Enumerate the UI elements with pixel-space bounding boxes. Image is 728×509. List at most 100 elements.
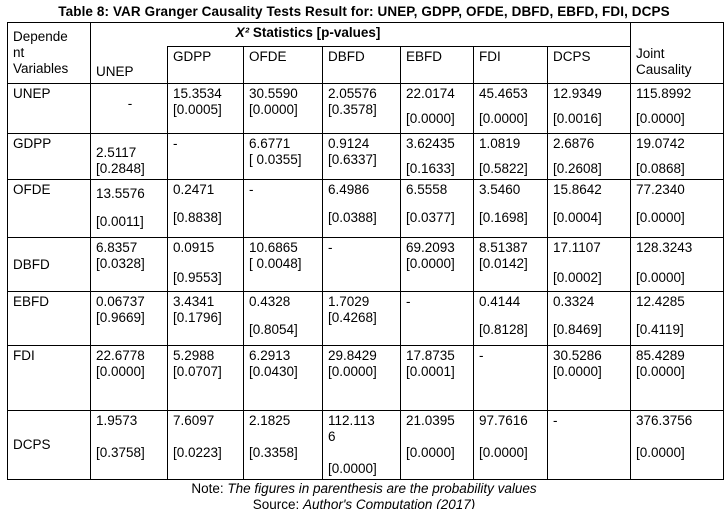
statistic-value: 6.4986 bbox=[328, 182, 370, 197]
statistic-value: 12.9349 bbox=[553, 86, 602, 101]
p-value: [0.0328] bbox=[96, 256, 145, 271]
statistic-value: 17.1107 bbox=[553, 240, 601, 255]
column-header-dbfd: DBFD bbox=[322, 46, 401, 84]
statistic-value: 85.4289 bbox=[636, 348, 685, 363]
statistic-value: 2.1825 bbox=[249, 413, 291, 428]
cell-dcps-dcps: - bbox=[547, 410, 631, 480]
column-header-ofde: OFDE bbox=[243, 46, 323, 84]
p-value: [ 0.0048] bbox=[249, 256, 302, 271]
statistic-value: 45.4653 bbox=[479, 86, 528, 101]
cell-unep-ofde: 30.5590 [0.0000] bbox=[243, 83, 323, 134]
cell-unep-gdpp: 15.3534 [0.0005] bbox=[167, 83, 244, 134]
p-value: [0.1698] bbox=[479, 210, 528, 225]
p-value: [0.2848] bbox=[96, 161, 145, 176]
p-value: [0.6337] bbox=[328, 152, 377, 167]
statistic-value: 6.2913 bbox=[249, 348, 291, 363]
cell-ofde-dbfd: 6.4986 [0.0388] bbox=[322, 179, 401, 238]
cell-ofde-dcps: 15.8642 [0.0004] bbox=[547, 179, 631, 238]
cell-gdpp-joint: 19.0742 [0.0868] bbox=[630, 133, 724, 180]
p-value: [0.0000] bbox=[328, 364, 377, 379]
statistic-value: 15.3534 bbox=[173, 86, 222, 101]
statistic-value: 0.3324 bbox=[553, 294, 595, 309]
p-value: [0.0002] bbox=[553, 270, 602, 285]
p-value: [0.3758] bbox=[96, 445, 145, 460]
cell-ebfd-joint: 12.4285 [0.4119] bbox=[630, 291, 724, 346]
p-value: [0.0707] bbox=[173, 364, 222, 379]
statistic-value: 69.2093 bbox=[406, 240, 455, 255]
statistic-value: 6.8357 bbox=[96, 240, 138, 255]
p-value: [0.8054] bbox=[249, 322, 298, 337]
table-row-ebfd: EBFD 0.06737 [0.9669] 3.4341 [0.1796] 0.4328[… bbox=[7, 291, 724, 346]
cell-dbfd-joint: 128.3243 [0.0000] bbox=[630, 237, 724, 292]
cell-ofde-unep: 13.5576 [0.0011] bbox=[90, 179, 168, 238]
statistic-value: 0.2471 bbox=[173, 182, 215, 197]
statistic-value: 0.0915 bbox=[173, 240, 215, 255]
p-value: [0.0000] bbox=[636, 364, 685, 379]
cell-fdi-unep: 22.6778 [0.0000] bbox=[90, 345, 168, 411]
p-value: [0.0000] bbox=[553, 364, 602, 379]
statistic-value: - bbox=[249, 182, 254, 197]
header-row-1: Depende nt Variables X² Statistics [p-va… bbox=[7, 22, 724, 84]
cell-gdpp-gdpp: - bbox=[167, 133, 244, 180]
cell-unep-joint: 115.8992 [0.0000] bbox=[630, 83, 724, 134]
cell-ebfd-gdpp: 3.4341 [0.1796] bbox=[167, 291, 244, 346]
table-notes: Note: The figures in parenthesis are the… bbox=[0, 481, 728, 509]
column-header-gdpp: GDPP bbox=[167, 46, 244, 84]
source-line: Source: Author's Computation (2017) bbox=[0, 497, 728, 509]
p-value: [0.0005] bbox=[173, 102, 222, 117]
cell-ebfd-dcps: 0.3324 [0.8469] bbox=[547, 291, 631, 346]
cell-dbfd-dbfd: - bbox=[322, 237, 401, 292]
source-text: Author's Computation (2017) bbox=[303, 497, 476, 509]
cell-unep-unep: - bbox=[90, 83, 168, 134]
cell-gdpp-dcps: 2.6876 [0.2608] bbox=[547, 133, 631, 180]
p-value: [0.8128] bbox=[479, 322, 528, 337]
p-value: [0.0000] bbox=[479, 445, 528, 460]
statistic-value: 77.2340 bbox=[636, 182, 685, 197]
cell-gdpp-unep: 2.5117 [0.2848] bbox=[90, 133, 168, 180]
p-value: [0.0000] bbox=[96, 364, 145, 379]
statistic-value: 6.5558 bbox=[406, 182, 448, 197]
p-value: [0.1796] bbox=[173, 310, 222, 325]
x2-symbol: X² bbox=[235, 25, 250, 40]
statistic-value: 10.6865 bbox=[249, 240, 298, 255]
cell-unep-ebfd: 22.0174 [0.0000] bbox=[400, 83, 474, 134]
statistic-value: 29.8429 bbox=[328, 348, 377, 363]
cell-gdpp-ebfd: 3.62435 [0.1633] bbox=[400, 133, 474, 180]
column-header-dcps: DCPS bbox=[547, 46, 631, 84]
statistic-value: 0.4144 bbox=[479, 294, 521, 309]
statistic-value: 0.06737 bbox=[96, 294, 145, 309]
cell-fdi-dbfd: 29.8429 [0.0000] bbox=[322, 345, 401, 411]
note-text: The figures in parenthesis are the proba… bbox=[227, 481, 537, 496]
statistic-value: 128.3243 bbox=[636, 240, 693, 255]
row-label-fdi: FDI bbox=[7, 345, 91, 411]
p-value: [0.0142] bbox=[479, 256, 528, 271]
p-value: [0.0000] bbox=[636, 210, 685, 225]
x2-statistics-header: X² Statistics [p-values] bbox=[90, 22, 631, 47]
row-label-ebfd: EBFD bbox=[7, 291, 91, 346]
statistic-value: - bbox=[553, 413, 558, 428]
joint-causality-header: Joint Causality bbox=[630, 22, 724, 84]
cell-fdi-ofde: 6.2913 [0.0430] bbox=[243, 345, 323, 411]
cell-ebfd-dbfd: 1.7029 [0.4268] bbox=[322, 291, 401, 346]
p-value: [0.0377] bbox=[406, 210, 455, 225]
statistic-value: 30.5286 bbox=[553, 348, 602, 363]
statistic-value: - bbox=[406, 294, 411, 309]
row-label-dcps: DCPS bbox=[7, 410, 91, 480]
table-body: UNEP -15.3534 [0.0005] 30.5590 [0.0000] 2.055… bbox=[7, 83, 724, 480]
p-value: [0.4119] bbox=[636, 322, 684, 337]
p-value: [0.0000] bbox=[406, 256, 455, 271]
p-value: [0.0000] bbox=[328, 461, 377, 476]
table-row-dbfd: DBFD 6.8357 [0.0328] 0.0915 [0.9553] 10.6865[… bbox=[7, 237, 724, 292]
p-value: [0.0000] bbox=[249, 102, 298, 117]
cell-ofde-fdi: 3.5460 [0.1698] bbox=[473, 179, 548, 238]
table-title: Table 8: VAR Granger Causality Tests Res… bbox=[58, 4, 670, 19]
statistic-value: 22.0174 bbox=[406, 86, 455, 101]
statistic-value: 30.5590 bbox=[249, 86, 298, 101]
p-value: [0.0001] bbox=[406, 364, 455, 379]
cell-gdpp-ofde: 6.6771[ 0.0355] bbox=[243, 133, 323, 180]
cell-fdi-fdi: - bbox=[473, 345, 548, 411]
cell-dcps-fdi: 97.7616 [0.0000] bbox=[473, 410, 548, 480]
cell-dbfd-ebfd: 69.2093 [0.0000] bbox=[400, 237, 474, 292]
p-value: [0.8838] bbox=[173, 210, 222, 225]
